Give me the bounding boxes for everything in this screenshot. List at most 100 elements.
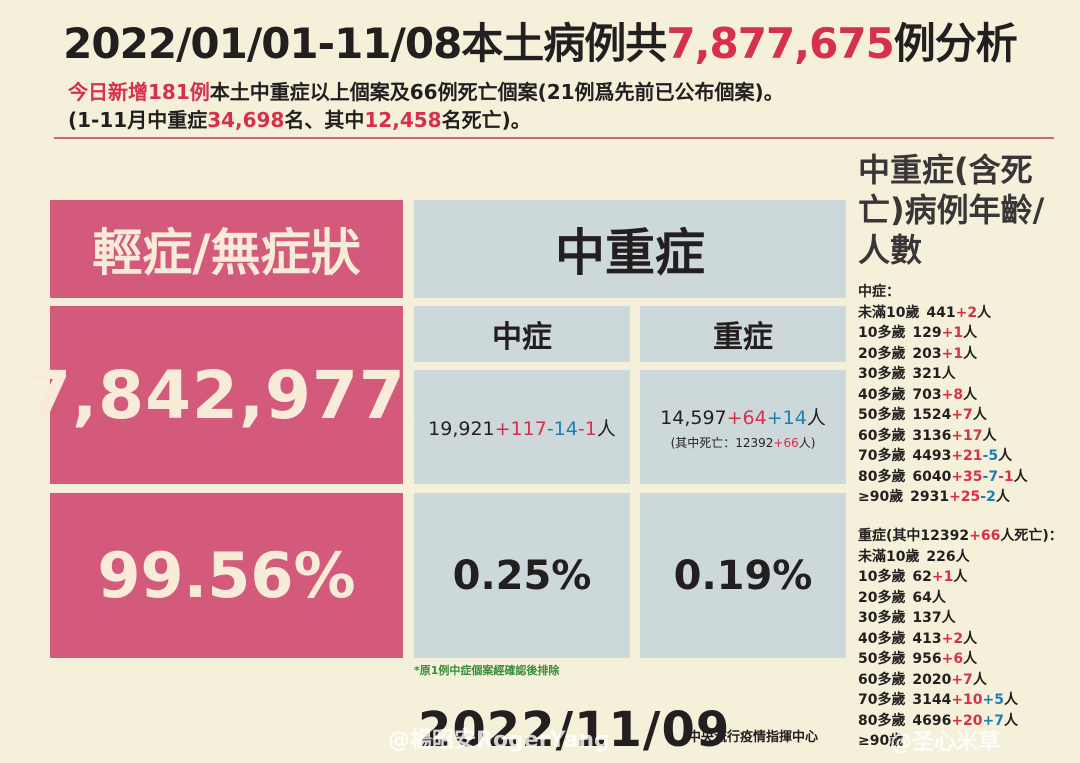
moderate-age-row: 60多歲 3136+17人 bbox=[858, 426, 1030, 447]
critical-age-row: 40多歲 413+2人 bbox=[858, 629, 1063, 650]
sub2-text-1: (1-11月中重症 bbox=[68, 108, 208, 132]
age-delta: -1 bbox=[998, 468, 1014, 485]
age-count: 62 bbox=[907, 569, 932, 585]
age-label: 50多歲 bbox=[858, 651, 906, 667]
age-count: 2020 bbox=[907, 671, 952, 688]
subtitle-text: 本土中重症以上個案及66例死亡個案(21例爲先前已公布個案)。 bbox=[209, 80, 784, 104]
critical-age-row: 30多歲 137人 bbox=[858, 608, 1063, 629]
critical-age-row: 70多歲 3144+10+5人 bbox=[858, 690, 1063, 711]
divider bbox=[54, 137, 1054, 139]
moderate-count-box: 19,921+117-14-1人 bbox=[414, 370, 630, 484]
age-unit: 人 bbox=[972, 407, 987, 423]
critical-add: +64 bbox=[726, 407, 767, 429]
moderate-age-row: 未滿10歲 441+2人 bbox=[858, 303, 1030, 324]
moderate-age-row: 10多歲 129+1人 bbox=[858, 323, 1030, 344]
critical-header: 重症 bbox=[640, 306, 846, 362]
note-post: 人) bbox=[798, 436, 816, 450]
moderate-age-row: 50多歲 1524+7人 bbox=[858, 405, 1030, 426]
moderate-percent: 0.25% bbox=[414, 493, 630, 658]
age-label: 10多歲 bbox=[858, 569, 906, 585]
critical-count: 14,597+64+14人 bbox=[660, 403, 826, 430]
age-delta: +2 bbox=[955, 304, 978, 321]
age-label: 30多歲 bbox=[858, 610, 906, 626]
age-unit: 人 bbox=[941, 610, 956, 626]
age-delta: +7 bbox=[951, 671, 973, 688]
note-add: +66 bbox=[773, 436, 799, 450]
age-panel-title: 中重症(含死亡)病例年齡/人數 bbox=[858, 151, 1045, 269]
crit-heading-add: +66 bbox=[969, 528, 1001, 544]
age-label: 未滿10歲 bbox=[858, 548, 920, 565]
watermark-2: @圣心米草 bbox=[890, 730, 1001, 755]
age-unit: 人 bbox=[955, 548, 970, 565]
age-count: 1524 bbox=[907, 407, 952, 423]
critical-age-row: 80多歲 4696+20+7人 bbox=[858, 711, 1063, 732]
moderate-list-heading: 中症： bbox=[858, 284, 900, 300]
age-delta: +5 bbox=[982, 692, 1005, 708]
age-count: 6040 bbox=[907, 468, 952, 485]
age-unit: 人 bbox=[972, 671, 987, 688]
critical-percent: 0.19% bbox=[640, 493, 846, 658]
age-label: 60多歲 bbox=[858, 427, 906, 444]
age-delta: +1 bbox=[941, 325, 964, 341]
age-unit: 人 bbox=[963, 325, 978, 341]
moderate-age-row: 80多歲 6040+35-7-1人 bbox=[858, 467, 1030, 488]
age-count: 4696 bbox=[907, 712, 952, 729]
report-date: 2022/11/09 bbox=[418, 702, 731, 758]
age-count: 3136 bbox=[907, 427, 952, 444]
age-delta: +21 bbox=[951, 448, 983, 464]
age-count: 129 bbox=[907, 325, 942, 341]
mild-count: 7,842,977 bbox=[25, 356, 406, 434]
age-count: 2931 bbox=[905, 489, 950, 505]
age-unit: 人 bbox=[931, 589, 946, 606]
sub2-text-3: 名死亡)。 bbox=[441, 108, 531, 132]
critical-age-row: 60多歲 2020+7人 bbox=[858, 670, 1063, 691]
moderate-header: 中症 bbox=[414, 306, 630, 362]
age-delta: -7 bbox=[982, 468, 999, 485]
moderate-sub2: -1 bbox=[577, 417, 597, 440]
critical-age-row: 10多歲 62+1人 bbox=[858, 567, 1063, 588]
age-delta: -2 bbox=[980, 489, 996, 505]
age-unit: 人 bbox=[941, 366, 956, 382]
mild-count-box: 7,842,977人 bbox=[25, 306, 428, 484]
age-unit: 人 bbox=[1004, 692, 1019, 708]
age-label: 20多歲 bbox=[858, 345, 906, 362]
moderate-sub1: -14 bbox=[546, 417, 578, 440]
age-unit: 人 bbox=[977, 304, 992, 321]
age-count: 137 bbox=[907, 610, 942, 626]
critical-age-row: 50多歲 956+6人 bbox=[858, 649, 1063, 670]
mild-percent: 99.56% bbox=[50, 493, 403, 658]
page-title: 2022/01/01-11/08本土病例共7,877,675例分析 bbox=[0, 10, 1080, 71]
moderate-age-row: 40多歲 703+8人 bbox=[858, 385, 1030, 406]
age-label: ≥90歲 bbox=[858, 489, 904, 505]
age-delta: +35 bbox=[951, 468, 983, 485]
moderate-age-row: 20多歲 203+1人 bbox=[858, 344, 1030, 365]
critical-unit: 人 bbox=[806, 407, 826, 429]
organization: 中央流行疫情指揮中心 bbox=[688, 730, 819, 745]
age-delta: +2 bbox=[941, 630, 964, 647]
age-delta: +6 bbox=[941, 651, 964, 667]
sub2-text-2: 名、其中 bbox=[284, 108, 365, 132]
critical-death-note: (其中死亡：12392+66人) bbox=[671, 434, 816, 451]
age-label: 30多歲 bbox=[858, 366, 906, 382]
age-delta: -5 bbox=[982, 448, 999, 464]
age-count: 703 bbox=[907, 386, 942, 403]
age-delta: +8 bbox=[941, 386, 964, 403]
age-delta: +7 bbox=[951, 407, 973, 423]
critical-base: 14,597 bbox=[660, 407, 727, 429]
age-label: 70多歲 bbox=[858, 692, 906, 708]
age-label: 80多歲 bbox=[858, 468, 906, 485]
age-label: 60多歲 bbox=[858, 671, 906, 688]
moderate-add: +117 bbox=[494, 417, 547, 440]
severe-header: 中重症 bbox=[414, 200, 846, 298]
severe-total: 34,698 bbox=[207, 108, 285, 132]
critical-age-row: 20多歲 64人 bbox=[858, 588, 1063, 609]
age-label: 80多歲 bbox=[858, 712, 906, 729]
crit-heading-pre: 重症(其中12392 bbox=[858, 528, 970, 544]
moderate-base: 19,921 bbox=[428, 417, 495, 440]
age-count: 3144 bbox=[907, 692, 952, 708]
age-unit: 人 bbox=[963, 630, 978, 647]
age-delta: +7 bbox=[982, 712, 1005, 729]
moderate-age-row: ≥90歲 2931+25-2人 bbox=[858, 487, 1030, 508]
age-unit: 人 bbox=[963, 386, 978, 403]
age-label: 20多歲 bbox=[858, 589, 906, 606]
